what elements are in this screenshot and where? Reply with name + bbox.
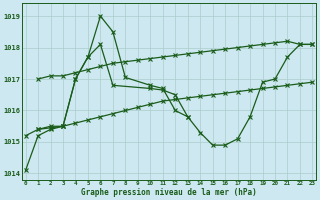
X-axis label: Graphe pression niveau de la mer (hPa): Graphe pression niveau de la mer (hPa) (81, 188, 257, 197)
